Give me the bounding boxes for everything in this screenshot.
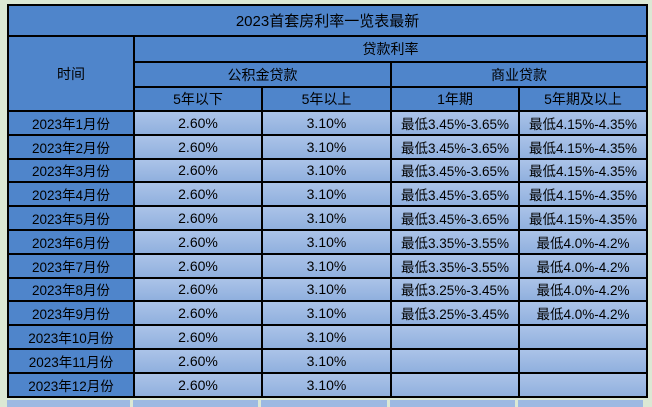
table-row: 2023年11月份 2.60% 3.10% — [7, 347, 649, 374]
commercial-rate-cell: 最低4.0%-4.2% — [517, 276, 649, 303]
table-row: 2023年10月份 2.60% 3.10% — [7, 324, 649, 350]
provident-rate-cell: 2.60% — [133, 157, 263, 184]
header-row-2: 公积金贷款 商业贷款 — [8, 61, 649, 88]
commercial-rate-cell: 最低4.15%-4.35% — [517, 205, 649, 231]
cutoff-segment — [133, 400, 258, 407]
provident-rate-cell: 3.10% — [261, 110, 392, 136]
provident-rate-cell: 2.60% — [133, 276, 263, 303]
provident-rate-cell: 2.60% — [133, 181, 263, 208]
month-cell: 2023年8月份 — [7, 276, 135, 303]
commercial-rate-cell — [390, 371, 520, 398]
commercial-rate-cell — [390, 347, 520, 374]
provident-rate-cell: 3.10% — [261, 157, 392, 184]
commercial-rate-cell: 最低4.0%-4.2% — [517, 252, 649, 279]
rates-table: 2023首套房利率一览表最新 时间 贷款利率 公积金贷款 商业贷款 5年以下 5… — [6, 4, 649, 398]
title-row: 2023首套房利率一览表最新 — [6, 4, 649, 37]
commercial-rate-cell: 最低3.45%-3.65% — [390, 205, 520, 231]
header-row-1: 时间 贷款利率 — [7, 35, 649, 112]
month-cell: 2023年12月份 — [7, 371, 135, 398]
provident-rate-cell: 3.10% — [261, 252, 392, 279]
cutoff-segment — [7, 400, 130, 407]
provident-rate-cell: 2.60% — [133, 228, 263, 255]
commercial-rate-cell: 最低4.15%-4.35% — [517, 157, 649, 184]
col-header-time: 时间 — [7, 35, 135, 112]
header-row-3: 5年以下 5年以上 1年期 5年期及以上 — [8, 86, 649, 112]
table-row: 2023年8月份 2.60% 3.10% 最低3.25%-3.45% 最低4.0%-4.… — [7, 276, 649, 303]
month-cell: 2023年3月份 — [7, 157, 135, 184]
commercial-rate-cell: 最低3.45%-3.65% — [390, 133, 520, 160]
col-header-commercial-loan: 商业贷款 — [389, 61, 649, 88]
commercial-rate-cell: 最低3.45%-3.65% — [390, 181, 520, 208]
provident-rate-cell: 3.10% — [261, 133, 392, 160]
col-header-one-year: 1年期 — [390, 86, 520, 112]
month-cell: 2023年4月份 — [7, 181, 135, 208]
table-row: 2023年12月份 2.60% 3.10% — [7, 371, 649, 398]
provident-rate-cell: 2.60% — [133, 252, 263, 279]
col-header-under-5y: 5年以下 — [133, 86, 263, 112]
provident-rate-cell: 2.60% — [133, 300, 263, 327]
table-row: 2023年6月份 2.60% 3.10% 最低3.35%-3.55% 最低4.0%-4.… — [7, 228, 649, 255]
provident-rate-cell: 3.10% — [261, 205, 392, 231]
next-row-cutoff — [7, 400, 646, 407]
provident-rate-cell: 2.60% — [133, 133, 263, 160]
table-row: 2023年4月份 2.60% 3.10% 最低3.45%-3.65% 最低4.15%-4… — [7, 181, 649, 208]
provident-rate-cell: 2.60% — [133, 347, 263, 374]
cutoff-segment — [518, 400, 643, 407]
commercial-rate-cell — [390, 324, 520, 350]
table-row: 2023年7月份 2.60% 3.10% 最低3.35%-3.55% 最低4.0%-4.… — [7, 252, 649, 279]
provident-rate-cell: 3.10% — [261, 371, 392, 398]
commercial-rate-cell: 最低3.35%-3.55% — [390, 252, 520, 279]
commercial-rate-cell — [517, 371, 649, 398]
provident-rate-cell: 2.60% — [133, 110, 263, 136]
commercial-rate-cell: 最低4.15%-4.35% — [517, 110, 649, 136]
month-cell: 2023年9月份 — [7, 300, 135, 327]
month-cell: 2023年6月份 — [7, 228, 135, 255]
month-cell: 2023年2月份 — [7, 133, 135, 160]
provident-rate-cell: 3.10% — [261, 347, 392, 374]
provident-rate-cell: 3.10% — [261, 181, 392, 208]
month-cell: 2023年5月份 — [7, 205, 135, 231]
provident-rate-cell: 3.10% — [261, 324, 392, 350]
provident-rate-cell: 2.60% — [133, 371, 263, 398]
table-title: 2023首套房利率一览表最新 — [6, 4, 649, 37]
commercial-rate-cell: 最低3.45%-3.65% — [390, 110, 520, 136]
provident-rate-cell: 3.10% — [261, 276, 392, 303]
commercial-rate-cell — [517, 324, 649, 350]
month-cell: 2023年7月份 — [7, 252, 135, 279]
cutoff-segment — [390, 400, 515, 407]
provident-rate-cell: 2.60% — [133, 324, 263, 350]
commercial-rate-cell: 最低3.45%-3.65% — [390, 157, 520, 184]
table-row: 2023年5月份 2.60% 3.10% 最低3.45%-3.65% 最低4.15%-4… — [7, 205, 649, 231]
commercial-rate-cell: 最低4.15%-4.35% — [517, 181, 649, 208]
table-row: 2023年1月份 2.60% 3.10% 最低3.45%-3.65% 最低4.15%-4… — [7, 110, 649, 136]
commercial-rate-cell: 最低3.25%-3.45% — [390, 276, 520, 303]
commercial-rate-cell: 最低3.25%-3.45% — [390, 300, 520, 327]
table-row: 2023年3月份 2.60% 3.10% 最低3.45%-3.65% 最低4.15%-4… — [7, 157, 649, 184]
col-header-five-year-plus: 5年期及以上 — [517, 86, 649, 112]
month-cell: 2023年11月份 — [7, 347, 135, 374]
provident-rate-cell: 3.10% — [261, 300, 392, 327]
month-cell: 2023年10月份 — [7, 324, 135, 350]
commercial-rate-cell: 最低3.35%-3.55% — [390, 228, 520, 255]
commercial-rate-cell: 最低4.0%-4.2% — [517, 228, 649, 255]
provident-rate-cell: 3.10% — [261, 228, 392, 255]
commercial-rate-cell: 最低4.0%-4.2% — [517, 300, 649, 327]
table-row: 2023年2月份 2.60% 3.10% 最低3.45%-3.65% 最低4.15%-4… — [7, 133, 649, 160]
table-row: 2023年9月份 2.60% 3.10% 最低3.25%-3.45% 最低4.0%-4.… — [7, 300, 649, 327]
provident-rate-cell: 2.60% — [133, 205, 263, 231]
cutoff-segment — [261, 400, 387, 407]
commercial-rate-cell: 最低4.15%-4.35% — [517, 133, 649, 160]
col-header-loan-rate: 贷款利率 — [132, 35, 649, 63]
month-cell: 2023年1月份 — [7, 110, 135, 136]
commercial-rate-cell — [517, 347, 649, 374]
col-header-provident-fund-loan: 公积金贷款 — [133, 61, 392, 88]
col-header-over-5y: 5年以上 — [261, 86, 392, 112]
